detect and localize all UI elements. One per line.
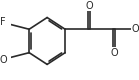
Text: O: O [110,48,118,58]
Text: O: O [85,1,93,11]
Text: O: O [0,55,7,65]
Text: F: F [0,17,6,27]
Text: O: O [132,24,139,34]
